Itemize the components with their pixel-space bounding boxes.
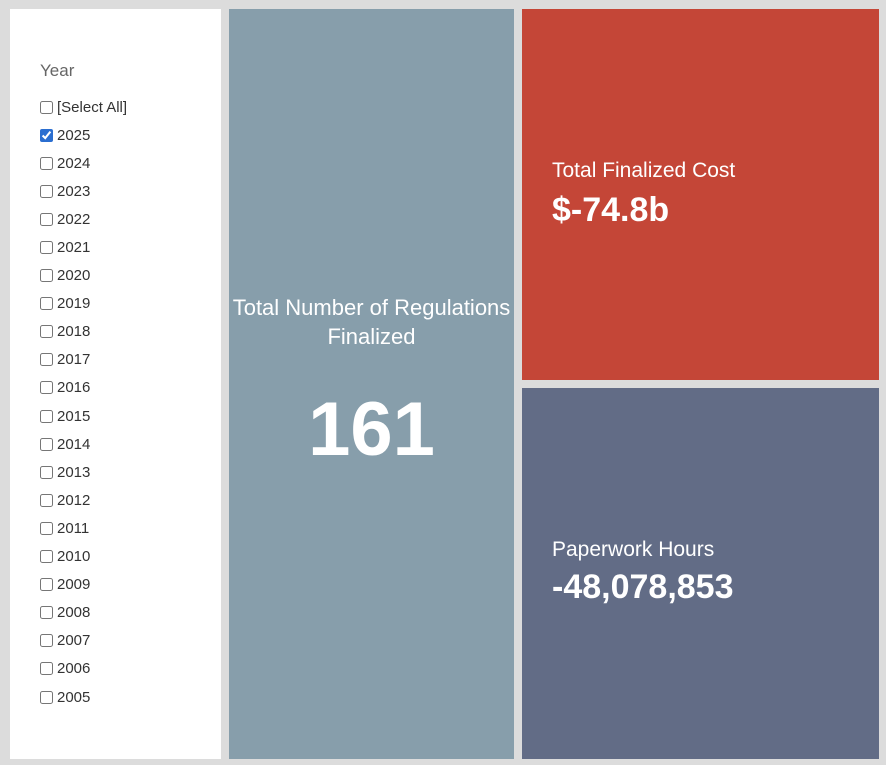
year-option[interactable]: 2014 xyxy=(40,430,127,458)
year-option[interactable]: 2015 xyxy=(40,402,127,430)
year-option-label: 2011 xyxy=(57,519,90,537)
year-option-label: 2014 xyxy=(57,435,91,453)
year-option[interactable]: 2009 xyxy=(40,571,127,599)
year-option[interactable]: 2006 xyxy=(40,655,127,683)
year-checkbox[interactable] xyxy=(40,465,53,479)
year-checkbox[interactable] xyxy=(40,241,53,255)
year-option-label: 2022 xyxy=(57,210,91,228)
year-option[interactable]: 2010 xyxy=(40,543,127,571)
regulations-finalized-value: 161 xyxy=(308,387,435,472)
year-option[interactable]: 2019 xyxy=(40,290,127,318)
year-option[interactable]: 2007 xyxy=(40,627,127,655)
paperwork-hours-tile[interactable]: Paperwork Hours -48,078,853 xyxy=(522,388,879,759)
year-option-label: 2025 xyxy=(57,126,91,144)
year-checkbox[interactable] xyxy=(40,353,53,367)
year-checkbox[interactable] xyxy=(40,409,53,423)
year-checkbox[interactable] xyxy=(40,212,53,226)
year-option-label: 2024 xyxy=(57,154,91,172)
paperwork-hours-label: Paperwork Hours xyxy=(552,538,715,561)
year-checkbox[interactable] xyxy=(40,297,53,311)
year-option[interactable]: 2013 xyxy=(40,458,127,486)
year-checkbox[interactable] xyxy=(40,550,53,564)
year-checkbox[interactable] xyxy=(40,100,53,114)
year-checkbox[interactable] xyxy=(40,381,53,395)
total-finalized-cost-tile[interactable]: Total Finalized Cost $-74.8b xyxy=(522,9,879,380)
year-option-label: 2005 xyxy=(57,688,91,706)
year-checkbox[interactable] xyxy=(40,493,53,507)
year-option-label: 2019 xyxy=(57,295,91,313)
year-checkbox[interactable] xyxy=(40,128,53,142)
year-checkbox[interactable] xyxy=(40,156,53,170)
year-option-label: 2018 xyxy=(57,323,91,341)
year-option[interactable]: 2023 xyxy=(40,177,127,205)
year-option[interactable]: 2011 xyxy=(40,514,127,542)
year-option[interactable]: 2022 xyxy=(40,205,127,233)
regulations-finalized-label: Total Number of Regulations Finalized xyxy=(232,295,511,349)
year-option[interactable]: 2020 xyxy=(40,262,127,290)
year-option-label: 2017 xyxy=(57,351,91,369)
regulations-finalized-tile[interactable]: Total Number of Regulations Finalized 16… xyxy=(229,9,514,759)
paperwork-hours-value: -48,078,853 xyxy=(552,568,734,606)
year-checkbox[interactable] xyxy=(40,184,53,198)
year-checkbox-list: [Select All] 2025 2024 2023 2022 2021 2020 2019… xyxy=(40,93,127,711)
year-option-label: 2020 xyxy=(57,267,91,285)
year-option-label: 2006 xyxy=(57,660,91,678)
year-option[interactable]: [Select All] xyxy=(40,93,127,121)
year-option[interactable]: 2017 xyxy=(40,346,127,374)
year-option[interactable]: 2005 xyxy=(40,683,127,711)
year-option-label: 2008 xyxy=(57,604,91,622)
year-option[interactable]: 2021 xyxy=(40,233,127,261)
year-option[interactable]: 2008 xyxy=(40,599,127,627)
year-option-label: 2023 xyxy=(57,182,91,200)
year-option-label: 2015 xyxy=(57,407,91,425)
year-checkbox[interactable] xyxy=(40,325,53,339)
year-checkbox[interactable] xyxy=(40,521,53,535)
year-checkbox[interactable] xyxy=(40,606,53,620)
total-finalized-cost-label: Total Finalized Cost xyxy=(552,159,736,182)
year-option[interactable]: 2012 xyxy=(40,486,127,514)
year-option[interactable]: 2016 xyxy=(40,374,127,402)
year-option[interactable]: 2018 xyxy=(40,318,127,346)
filter-title: Year xyxy=(40,61,75,80)
year-filter-panel: Year [Select All] 2025 2024 2023 2022 2021 202… xyxy=(10,9,221,759)
year-option-label: 2007 xyxy=(57,632,91,650)
year-checkbox[interactable] xyxy=(40,269,53,283)
year-option-label: 2016 xyxy=(57,379,91,397)
year-checkbox[interactable] xyxy=(40,662,53,676)
total-finalized-cost-value: $-74.8b xyxy=(552,191,670,229)
year-option[interactable]: 2025 xyxy=(40,121,127,149)
year-checkbox[interactable] xyxy=(40,690,53,704)
year-option-label: 2012 xyxy=(57,491,91,509)
year-checkbox[interactable] xyxy=(40,437,53,451)
year-option-label: 2009 xyxy=(57,576,91,594)
year-option-label: 2010 xyxy=(57,548,91,566)
year-checkbox[interactable] xyxy=(40,578,53,592)
year-option-label: [Select All] xyxy=(57,98,128,116)
year-option-label: 2021 xyxy=(57,239,91,257)
year-option-label: 2013 xyxy=(57,463,91,481)
year-option[interactable]: 2024 xyxy=(40,149,127,177)
year-checkbox[interactable] xyxy=(40,634,53,648)
